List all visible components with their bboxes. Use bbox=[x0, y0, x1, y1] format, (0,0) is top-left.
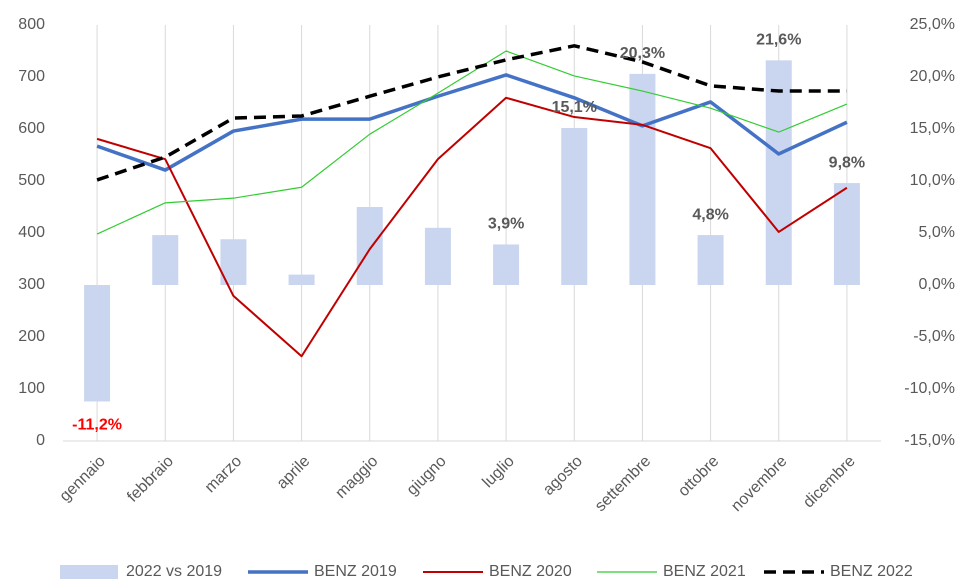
legend-label: 2022 vs 2019 bbox=[126, 563, 222, 580]
x-tick-label: ottobre bbox=[675, 453, 722, 500]
bar bbox=[493, 244, 520, 285]
y-tick-label: 600 bbox=[18, 120, 45, 137]
data-label: 15,1% bbox=[552, 99, 597, 116]
bar bbox=[288, 274, 315, 285]
legend-label: BENZ 2020 bbox=[489, 563, 572, 580]
y-tick-label: 800 bbox=[18, 16, 45, 33]
line bbox=[96, 50, 848, 235]
x-tick-label: maggio bbox=[332, 453, 381, 502]
data-label: 9,8% bbox=[829, 154, 865, 171]
x-tick-label: novembre bbox=[728, 453, 790, 515]
data-label: -11,2% bbox=[72, 417, 122, 434]
y2-tick-label: 10,0% bbox=[910, 172, 955, 189]
x-tick-label: agosto bbox=[540, 453, 586, 499]
data-label: 3,9% bbox=[488, 216, 524, 233]
bar bbox=[629, 73, 656, 285]
x-tick-label: marzo bbox=[202, 453, 246, 497]
y2-tick-label: 15,0% bbox=[910, 120, 955, 137]
legend-label: BENZ 2019 bbox=[314, 563, 397, 580]
y-tick-label: 700 bbox=[18, 68, 45, 85]
x-tick-label: dicembre bbox=[800, 453, 859, 512]
line bbox=[96, 73, 848, 172]
x-tick-label: giugno bbox=[404, 453, 450, 499]
y-tick-label: 400 bbox=[18, 224, 45, 241]
y2-tick-label: -10,0% bbox=[904, 380, 955, 397]
x-tick-label: gennaio bbox=[57, 453, 109, 505]
y2-tick-label: 0,0% bbox=[919, 276, 955, 293]
data-label: 20,3% bbox=[620, 45, 665, 62]
bar bbox=[697, 235, 724, 285]
bar bbox=[424, 227, 451, 285]
legend-label: BENZ 2021 bbox=[663, 563, 746, 580]
y-tick-label: 200 bbox=[18, 328, 45, 345]
legend-swatch bbox=[60, 565, 118, 579]
bar bbox=[765, 60, 792, 285]
y-tick-label: 500 bbox=[18, 172, 45, 189]
bar bbox=[84, 285, 111, 402]
bar bbox=[561, 127, 588, 286]
line bbox=[96, 44, 847, 182]
bar bbox=[833, 183, 860, 285]
y2-tick-label: -15,0% bbox=[904, 432, 955, 449]
data-label: 21,6% bbox=[756, 32, 801, 49]
y2-tick-label: 5,0% bbox=[919, 224, 955, 241]
bar bbox=[152, 235, 179, 285]
y-tick-label: 0 bbox=[36, 432, 45, 449]
y2-tick-label: 20,0% bbox=[910, 68, 955, 85]
y2-tick-label: 25,0% bbox=[910, 16, 955, 33]
data-label: 4,8% bbox=[692, 206, 728, 223]
legend-label: BENZ 2022 bbox=[830, 563, 913, 580]
x-tick-label: settembre bbox=[592, 453, 654, 515]
x-tick-label: aprile bbox=[274, 453, 314, 493]
y-tick-label: 300 bbox=[18, 276, 45, 293]
y2-tick-label: -5,0% bbox=[913, 328, 955, 345]
bar bbox=[356, 207, 383, 285]
x-tick-label: febbraio bbox=[124, 453, 177, 506]
x-tick-label: luglio bbox=[479, 453, 518, 492]
y-tick-label: 100 bbox=[18, 380, 45, 397]
line bbox=[96, 96, 848, 358]
